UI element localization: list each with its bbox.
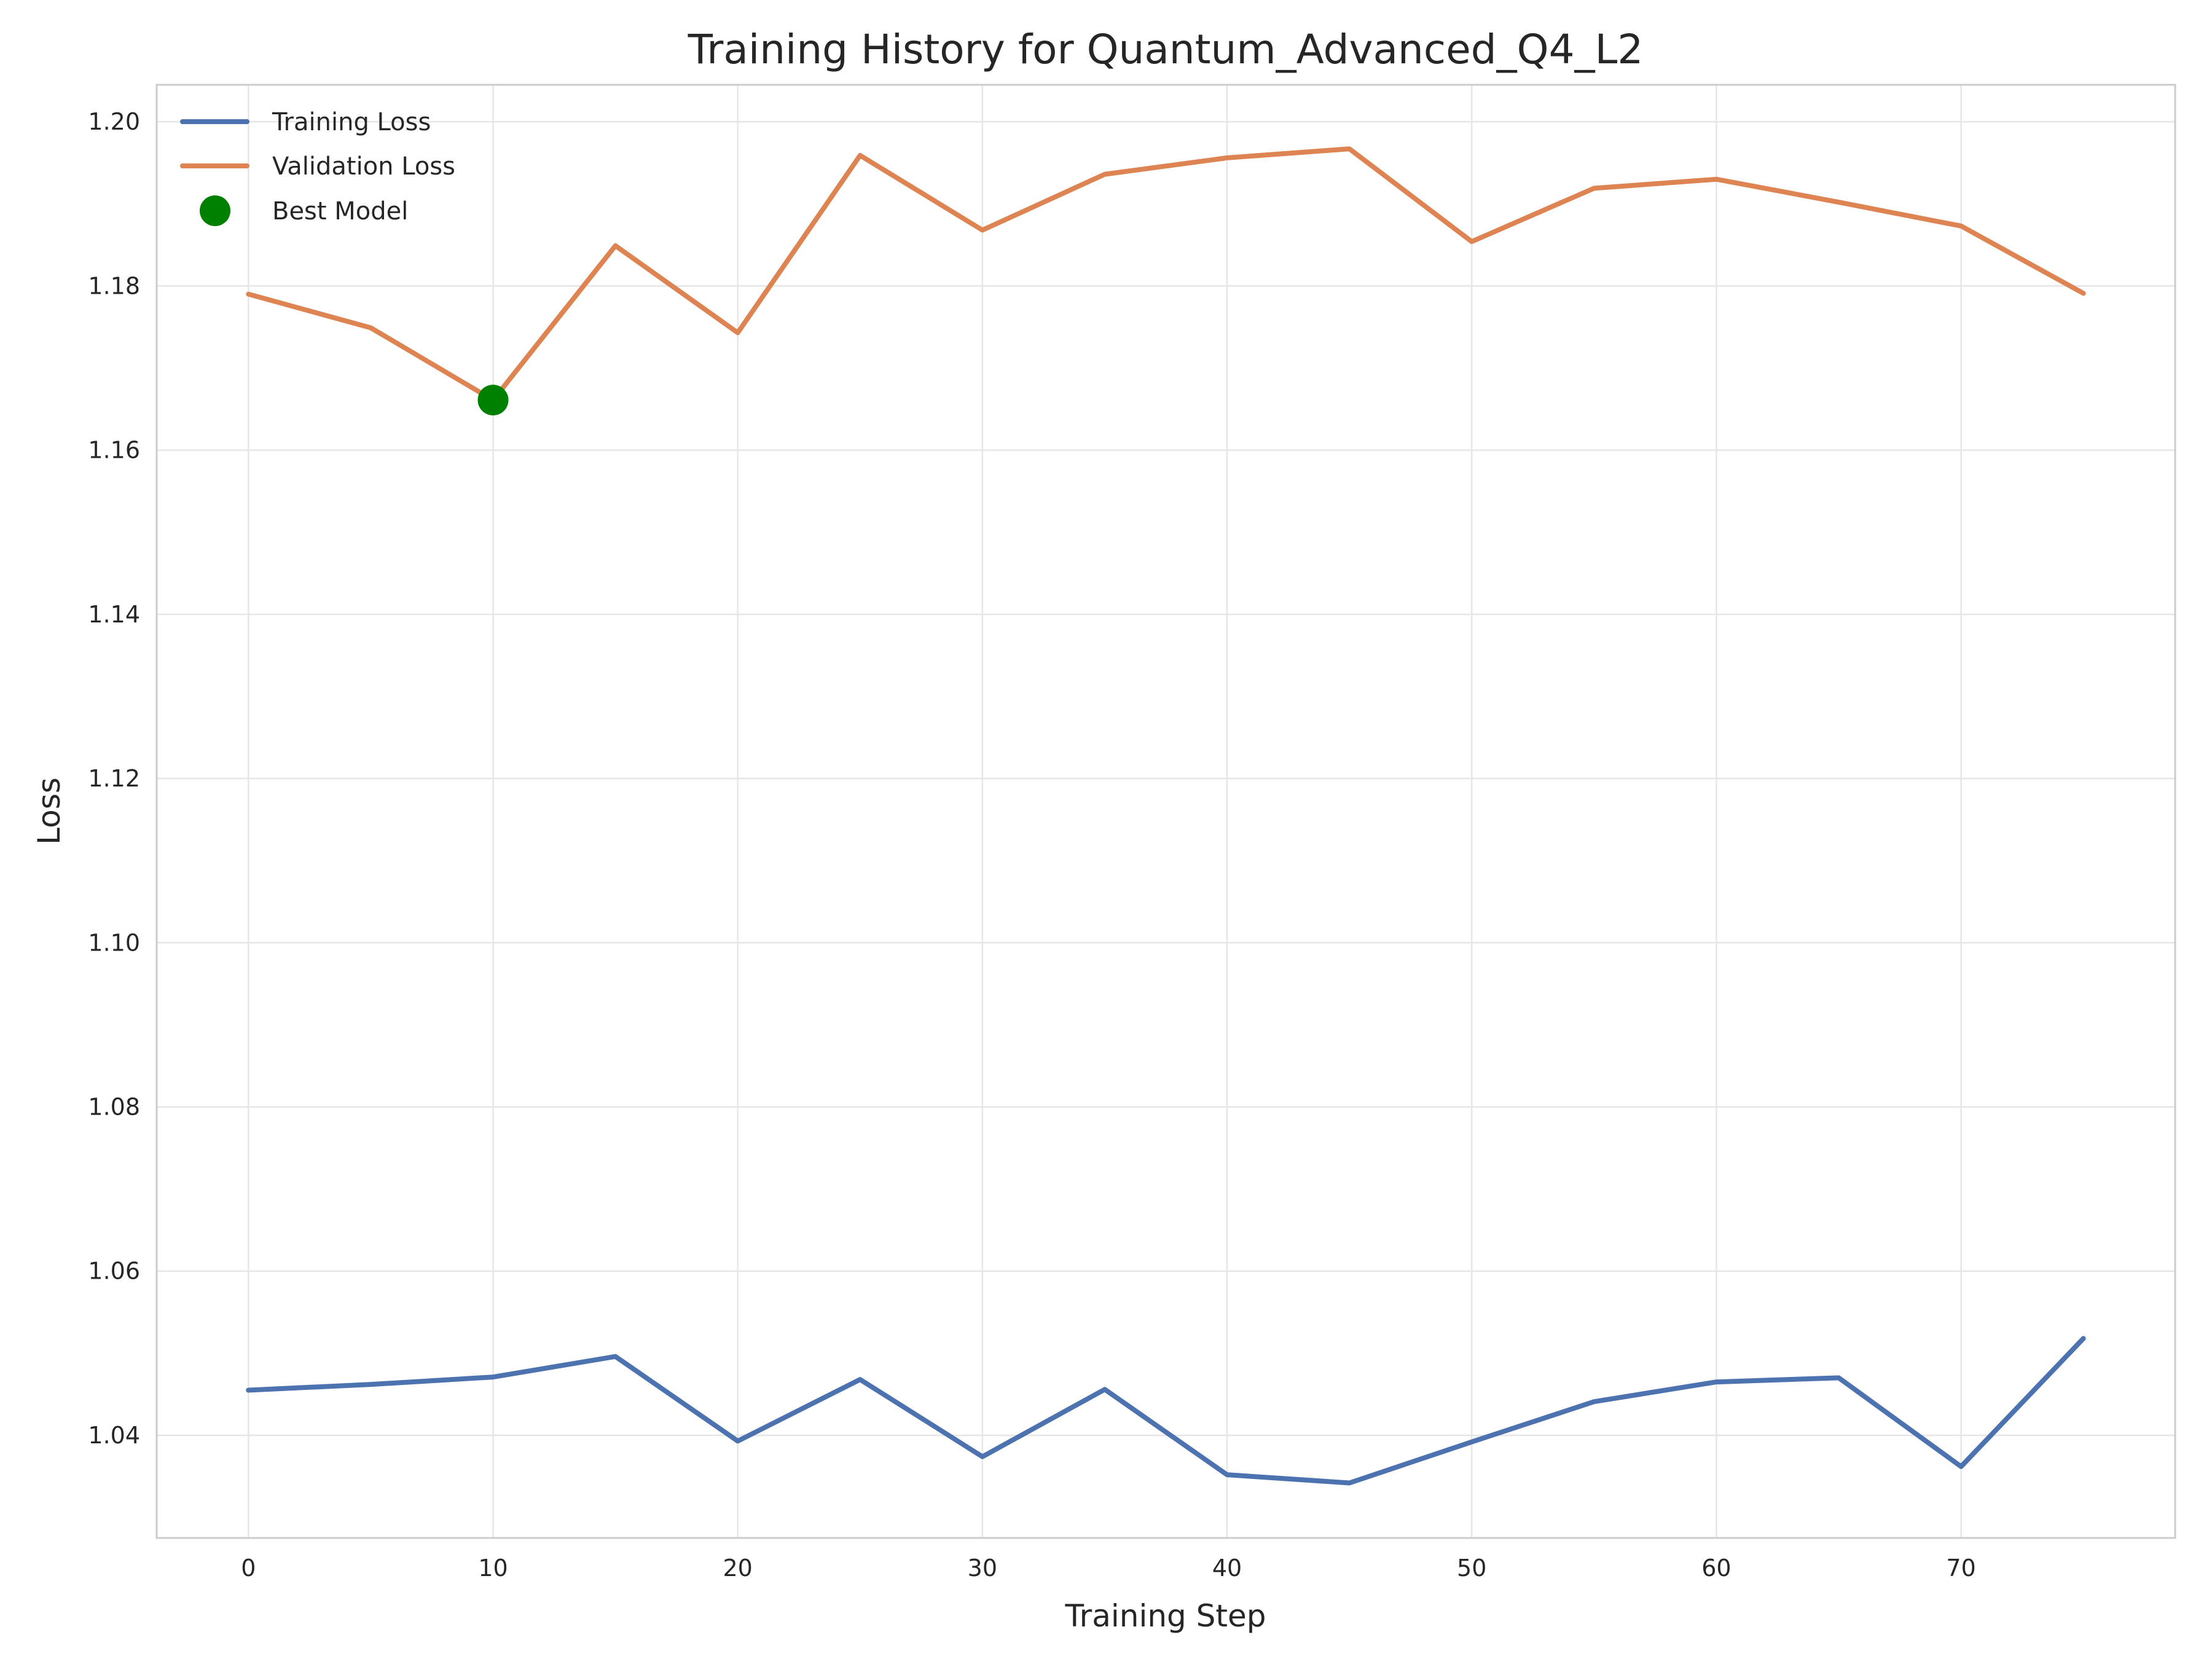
x-tick-label: 20 bbox=[723, 1555, 753, 1582]
x-tick-label: 0 bbox=[241, 1555, 256, 1582]
x-axis-label: Training Step bbox=[1064, 1598, 1266, 1634]
legend-label-training-loss: Training Loss bbox=[272, 108, 431, 136]
best-model-marker bbox=[477, 385, 509, 416]
y-tick-label: 1.04 bbox=[88, 1422, 140, 1449]
plot-area-frame bbox=[155, 84, 2176, 1539]
x-tick-label: 60 bbox=[1701, 1555, 1731, 1582]
y-tick-label: 1.14 bbox=[88, 601, 140, 628]
y-tick-label: 1.12 bbox=[88, 765, 140, 792]
x-tick-label: 30 bbox=[968, 1555, 997, 1582]
legend-marker-best-model bbox=[200, 195, 230, 226]
grid bbox=[157, 85, 2175, 1538]
y-axis-ticks: 1.04 1.06 1.08 1.10 1.12 1.14 1.16 1.18 1.20 bbox=[88, 108, 140, 1449]
x-tick-label: 50 bbox=[1457, 1555, 1486, 1582]
series-line-validation-loss bbox=[246, 146, 2086, 403]
series-layer bbox=[246, 146, 2086, 1486]
y-tick-label: 1.16 bbox=[88, 437, 140, 464]
series-line-training-loss bbox=[246, 1336, 2086, 1486]
y-tick-label: 1.18 bbox=[88, 272, 140, 299]
y-tick-label: 1.20 bbox=[88, 108, 140, 135]
x-tick-label: 40 bbox=[1212, 1555, 1242, 1582]
y-tick-label: 1.10 bbox=[88, 929, 140, 956]
marker-layer bbox=[477, 385, 509, 416]
x-tick-label: 10 bbox=[478, 1555, 508, 1582]
x-tick-label: 70 bbox=[1946, 1555, 1975, 1582]
legend: Training Loss Validation Loss Best Model bbox=[180, 108, 455, 226]
y-tick-label: 1.06 bbox=[88, 1258, 140, 1285]
chart-title: Training History for Quantum_Advanced_Q4… bbox=[688, 26, 1644, 73]
legend-label-validation-loss: Validation Loss bbox=[272, 152, 455, 181]
legend-label-best-model: Best Model bbox=[272, 197, 408, 226]
y-tick-label: 1.08 bbox=[88, 1094, 140, 1121]
x-axis-ticks: 0 10 20 30 40 50 60 70 bbox=[241, 1555, 1976, 1582]
y-axis-label: Loss bbox=[31, 777, 67, 845]
